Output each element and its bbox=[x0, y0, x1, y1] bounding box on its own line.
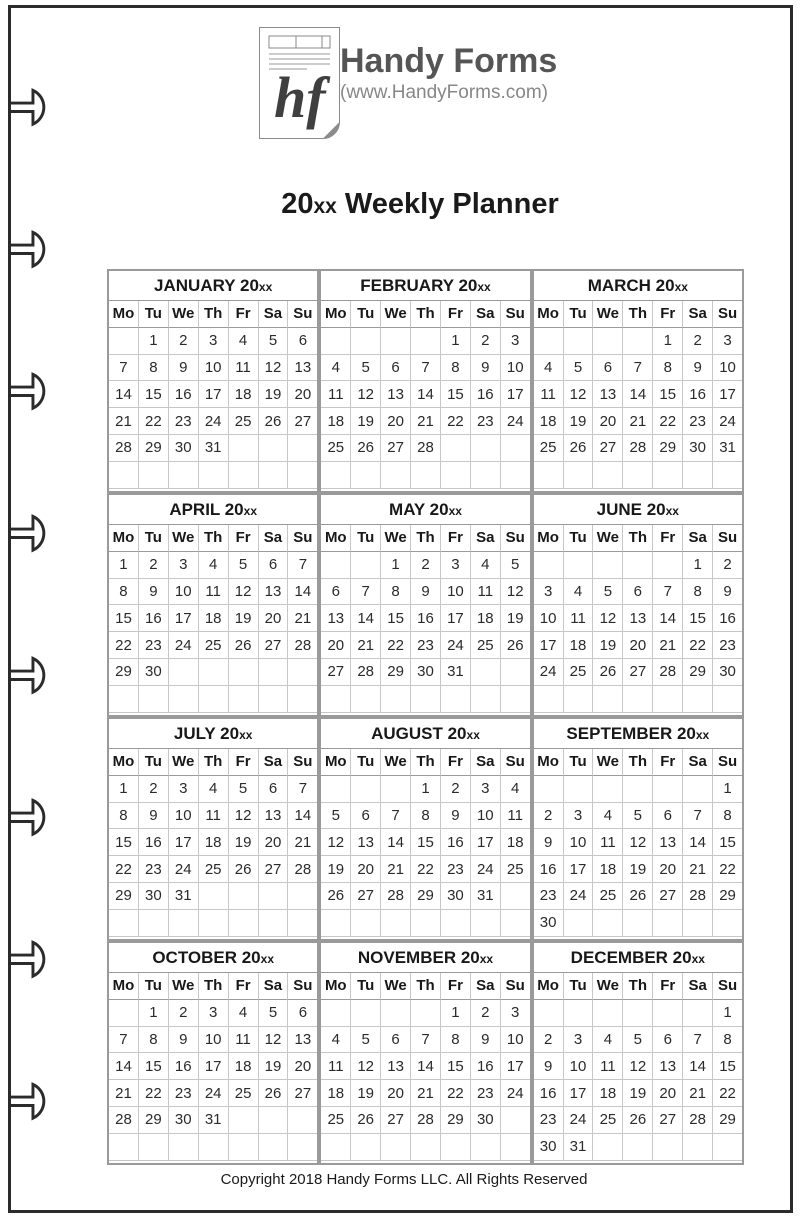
svg-text:hf: hf bbox=[274, 65, 331, 130]
